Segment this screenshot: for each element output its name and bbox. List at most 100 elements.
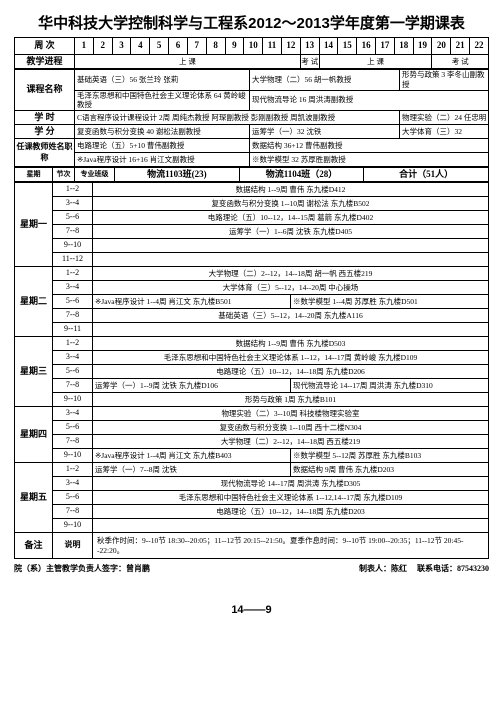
fri-s1: 1--2 xyxy=(53,463,93,477)
footer-left: 院（系）主管教学负责人签字：曾肖鹏 xyxy=(14,563,150,574)
c-r4b: 运筹学（一）32 沈铁 xyxy=(250,125,400,139)
fri-t5 xyxy=(93,519,489,533)
wed-t2: 毛泽东思想和中国特色社会主义理论体系 1--12，14--17周 黄岭峻 东九楼… xyxy=(93,351,489,365)
page-title: 华中科技大学控制科学与工程系2012～2013学年度第一学期课表 xyxy=(14,12,489,33)
tue-s5: 9--11 xyxy=(53,323,93,337)
wed-t5: 形势与政策 1周 东九楼B101 xyxy=(93,393,489,407)
wed-s3: 5--6 xyxy=(53,365,93,379)
thu-s2: 5--6 xyxy=(53,421,93,435)
timetable: 星期一 1--2 数据结构 1--9周 曹伟 东九楼D412 3--4 复变函数… xyxy=(14,182,489,559)
wed-s1: 1--2 xyxy=(53,337,93,351)
mon-t2: 复变函数与积分变换 1--10周 谢松法 东九楼B502 xyxy=(93,197,489,211)
wk-7: 7 xyxy=(187,38,206,55)
tue-t3r: ※数学模型 1--4周 苏厚胜 东九楼D501 xyxy=(291,295,489,309)
fri-t4: 电路理论（五）10--12，14--18周 东九楼D203 xyxy=(93,505,489,519)
mon-t5 xyxy=(93,239,489,253)
day-hdr: 星期 xyxy=(15,168,53,182)
c-r3a: C语言程序设计课程设计 2周 周纯杰教授 阿琛副教授 彭刚副教授 周凯波副教授 xyxy=(75,111,400,125)
page-number: 14——9 xyxy=(14,604,489,616)
wk-5: 5 xyxy=(150,38,169,55)
c-r2b: 现代物流导论 16 周洪涛副教授 xyxy=(250,90,489,111)
wk-21: 21 xyxy=(451,38,470,55)
mon-label: 星期一 xyxy=(15,183,53,267)
hours-label: 学 时 xyxy=(15,111,75,125)
c-r5b: 数据结构 36+12 曹伟副教授 xyxy=(250,139,489,153)
tp-mid: 考 试 xyxy=(300,55,319,69)
thu-t4r: ※数学模型 5--12周 苏厚胜 东九楼B103 xyxy=(291,449,489,463)
teach-progress-label: 教学进程 xyxy=(15,55,75,69)
credit-label: 学 分 xyxy=(15,125,75,139)
mon-t6 xyxy=(93,253,489,267)
wed-t3: 电路理论（五）10--12，14--18周 东九楼D206 xyxy=(93,365,489,379)
wk-15: 15 xyxy=(338,38,357,55)
mon-s2: 3--4 xyxy=(53,197,93,211)
wk-9: 9 xyxy=(225,38,244,55)
header-table: 周 次 1 2 3 4 5 6 7 8 9 10 11 12 13 14 15 … xyxy=(14,37,489,69)
c-r4a: 复变函数与积分变换 40 谢松法副教授 xyxy=(75,125,250,139)
c-r1a: 基础英语（三）56 张兰玲 张莉 xyxy=(75,70,250,91)
mon-s6: 11--12 xyxy=(53,253,93,267)
tue-s4: 7--8 xyxy=(53,309,93,323)
wk-4: 4 xyxy=(131,38,150,55)
note-sub: 说明 xyxy=(53,533,93,559)
wk-14: 14 xyxy=(319,38,338,55)
thu-label: 星期四 xyxy=(15,407,53,463)
wk-10: 10 xyxy=(244,38,263,55)
wk-16: 16 xyxy=(357,38,376,55)
fri-label: 星期五 xyxy=(15,463,53,533)
thu-s3: 7--8 xyxy=(53,435,93,449)
wk-13: 13 xyxy=(300,38,319,55)
wed-t4l: 运筹学（一）1--9周 沈铁 东九楼D106 xyxy=(93,379,291,393)
wk-11: 11 xyxy=(263,38,282,55)
fri-s3: 5--6 xyxy=(53,491,93,505)
fri-s4: 7--8 xyxy=(53,505,93,519)
wk-2: 2 xyxy=(93,38,112,55)
wed-t1: 数据结构 1--9周 曹伟 东九楼D503 xyxy=(93,337,489,351)
c-r4c: 大学体育（三）32 xyxy=(400,125,489,139)
wed-t4r: 现代物流导论 14--17周 周洪涛 东九楼D310 xyxy=(291,379,489,393)
wk-17: 17 xyxy=(376,38,395,55)
class-info-table: 星期 节次 专业班级 物流1103班(23) 物流1104班（28） 合计（51… xyxy=(14,167,489,182)
wk-8: 8 xyxy=(206,38,225,55)
mon-s1: 1--2 xyxy=(53,183,93,197)
wed-s4: 7--8 xyxy=(53,379,93,393)
c-r2a: 毛泽东思想和中国特色社会主义理论体系 64 黄岭峻教授 xyxy=(75,90,250,111)
class-hdr: 专业班级 xyxy=(75,168,115,182)
fri-t1l: 运筹学（一）7--8周 沈铁 xyxy=(93,463,291,477)
fri-t3: 毛泽东思想和中国特色社会主义理论体系 1--12,14--17周 东九楼D109 xyxy=(93,491,489,505)
teacher-label: 任课教师姓名职称 xyxy=(15,139,75,167)
wk-12: 12 xyxy=(281,38,300,55)
wk-1: 1 xyxy=(75,38,94,55)
slot-hdr: 节次 xyxy=(53,168,75,182)
thu-t4l: ※Java程序设计 1--4周 肖江文 东九楼B403 xyxy=(93,449,291,463)
thu-s4: 9--10 xyxy=(53,449,93,463)
c-r1b: 大学物理（二）56 胡一帆教授 xyxy=(250,70,400,91)
wk-6: 6 xyxy=(169,38,188,55)
wed-s2: 3--4 xyxy=(53,351,93,365)
wed-s5: 9--10 xyxy=(53,393,93,407)
footer: 院（系）主管教学负责人签字：曾肖鹏 制表人：陈红 联系电话：87543230 xyxy=(14,563,489,574)
thu-s1: 3--4 xyxy=(53,407,93,421)
wk-18: 18 xyxy=(394,38,413,55)
cls-1103: 物流1103班(23) xyxy=(115,168,240,182)
fri-t1r: 数据结构 9周 曹伟 东九楼D203 xyxy=(291,463,489,477)
wk-20: 20 xyxy=(432,38,451,55)
tue-s1: 1--2 xyxy=(53,267,93,281)
thu-t3: 大学物理（二）2--12，14--18周 西五楼219 xyxy=(93,435,489,449)
footer-mid: 制表人：陈红 xyxy=(359,564,407,573)
mon-s3: 5--6 xyxy=(53,211,93,225)
tue-t3l: ※Java程序设计 1--4周 肖江文 东九楼B501 xyxy=(93,295,291,309)
note-txt: 秋季作时间：9--10节 18:30--20:05；11--12节 20:15-… xyxy=(93,533,489,559)
mon-t1: 数据结构 1--9周 曹伟 东九楼D412 xyxy=(93,183,489,197)
thu-t1: 物理实验（二）3--10周 科技楼物理实验室 xyxy=(93,407,489,421)
wk-19: 19 xyxy=(413,38,432,55)
cls-total: 合计（51人） xyxy=(364,168,489,182)
c-r6b: ※数学模型 32 苏厚胜副教授 xyxy=(250,153,489,167)
tue-t4: 基础英语（三）5--12，14--20周 东九楼A116 xyxy=(93,309,489,323)
c-r5a: 电路理论（五）5+10 曹伟副教授 xyxy=(75,139,250,153)
mon-t3: 电路理论（五）10--12，14--15周 葛箭 东九楼D402 xyxy=(93,211,489,225)
mon-s5: 9--10 xyxy=(53,239,93,253)
c-r1c: 形势与政策 3 李冬山副教授 xyxy=(400,70,489,91)
tue-s2: 3--4 xyxy=(53,281,93,295)
tp-left: 上 课 xyxy=(75,55,301,69)
